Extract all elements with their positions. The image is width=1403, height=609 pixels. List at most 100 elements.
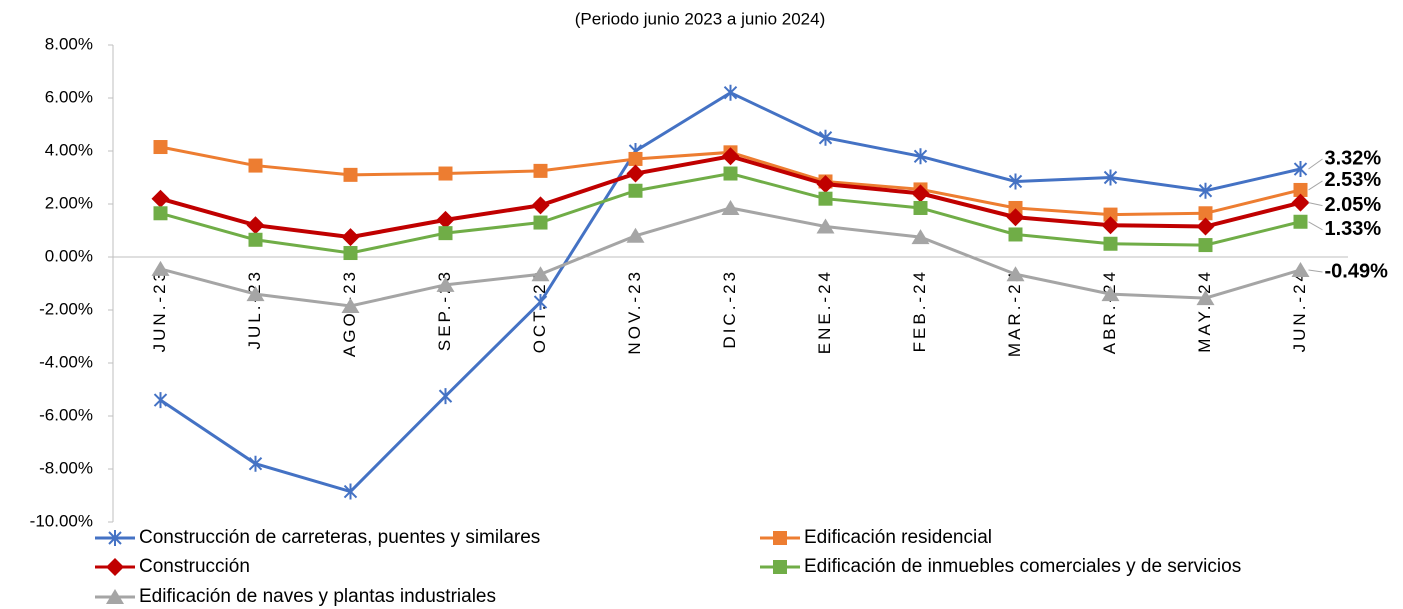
- marker: [773, 560, 787, 574]
- leader-line: [1308, 221, 1323, 231]
- marker: [106, 589, 124, 604]
- marker: [1196, 290, 1215, 306]
- leader-line: [1308, 269, 1323, 273]
- legend-item: Construcción de carreteras, puentes y si…: [95, 527, 540, 548]
- marker: [1198, 238, 1213, 253]
- leader-line: [1308, 202, 1323, 207]
- legend-label: Edificación de inmuebles comerciales y d…: [804, 556, 1241, 577]
- marker: [1198, 206, 1213, 221]
- marker: [1291, 193, 1310, 212]
- marker: [533, 294, 548, 311]
- y-tick-label: 0.00%: [45, 246, 93, 265]
- marker: [1291, 261, 1310, 277]
- marker: [913, 148, 928, 165]
- x-tick-label: FEB.-24: [910, 269, 929, 352]
- marker: [343, 167, 358, 182]
- legend-label: Construcción: [139, 556, 250, 577]
- marker: [248, 455, 263, 472]
- legend-label: Construcción de carreteras, puentes y si…: [139, 527, 540, 548]
- y-tick-label: 6.00%: [45, 87, 93, 106]
- marker: [533, 215, 548, 230]
- marker: [818, 191, 833, 206]
- x-tick-label: ENE.-24: [815, 269, 834, 354]
- marker: [818, 129, 833, 146]
- marker: [1196, 217, 1215, 236]
- marker: [816, 175, 835, 194]
- x-tick-label: MAR.-24: [1005, 269, 1024, 357]
- y-tick-label: -6.00%: [39, 405, 93, 424]
- marker: [153, 206, 168, 221]
- marker: [151, 260, 170, 276]
- legend-label: Edificación de naves y plantas industria…: [139, 586, 496, 607]
- marker: [438, 388, 453, 405]
- marker: [1103, 236, 1118, 251]
- x-tick-label: AGO.-23: [340, 269, 359, 357]
- marker: [151, 189, 170, 208]
- marker: [1293, 161, 1308, 178]
- data-label: 2.53%: [1325, 169, 1382, 191]
- y-tick-label: -4.00%: [39, 352, 93, 371]
- chart-title: (Periodo junio 2023 a junio 2024): [575, 9, 825, 28]
- marker: [913, 200, 928, 215]
- legend-item: Construcción: [95, 556, 250, 577]
- marker: [723, 166, 738, 181]
- data-label: 2.05%: [1325, 194, 1382, 216]
- legend-item: Edificación de inmuebles comerciales y d…: [760, 556, 1241, 577]
- y-tick-label: -8.00%: [39, 458, 93, 477]
- marker: [343, 246, 358, 261]
- marker: [723, 84, 738, 101]
- marker: [246, 286, 265, 302]
- marker: [816, 218, 835, 234]
- x-tick-label: MAY.-24: [1195, 269, 1214, 353]
- marker: [153, 140, 168, 155]
- leader-line: [1308, 180, 1323, 191]
- marker: [721, 147, 740, 166]
- marker: [1006, 208, 1025, 227]
- marker: [1101, 286, 1120, 302]
- marker: [248, 232, 263, 247]
- x-tick-label: JUN.-23: [150, 269, 169, 352]
- marker: [533, 163, 548, 178]
- data-label: 3.32%: [1325, 147, 1382, 169]
- x-tick-label: ABR.-24: [1100, 269, 1119, 354]
- marker: [438, 226, 453, 241]
- marker: [911, 184, 930, 203]
- marker: [1101, 216, 1120, 235]
- data-label: 1.33%: [1325, 218, 1382, 240]
- marker: [1293, 182, 1308, 197]
- marker: [341, 298, 360, 314]
- y-tick-label: 2.00%: [45, 193, 93, 212]
- marker: [1198, 182, 1213, 199]
- y-tick-label: -10.00%: [30, 511, 93, 530]
- marker: [773, 531, 787, 545]
- marker: [108, 530, 122, 546]
- y-tick-label: 8.00%: [45, 34, 93, 53]
- marker: [438, 166, 453, 181]
- marker: [1006, 266, 1025, 282]
- marker: [1103, 207, 1118, 222]
- marker: [1008, 173, 1023, 190]
- x-tick-label: NOV.-23: [625, 269, 644, 355]
- marker: [153, 392, 168, 409]
- data-label: -0.49%: [1325, 260, 1389, 282]
- x-tick-label: JUL.-23: [245, 269, 264, 350]
- leader-line: [1308, 158, 1323, 170]
- x-tick-label: OCT.-23: [530, 269, 549, 353]
- marker: [628, 151, 643, 166]
- marker: [106, 558, 124, 576]
- marker: [436, 276, 455, 292]
- marker: [436, 210, 455, 229]
- marker: [531, 196, 550, 215]
- marker: [1008, 200, 1023, 215]
- marker: [1293, 214, 1308, 229]
- marker: [721, 199, 740, 215]
- legend-label: Edificación residencial: [804, 527, 992, 548]
- marker: [1103, 169, 1118, 186]
- marker: [341, 228, 360, 247]
- legend-item: Edificación residencial: [760, 527, 992, 548]
- x-tick-label: DIC.-23: [720, 269, 739, 349]
- x-tick-label: JUN.-24: [1290, 269, 1309, 352]
- marker: [343, 483, 358, 500]
